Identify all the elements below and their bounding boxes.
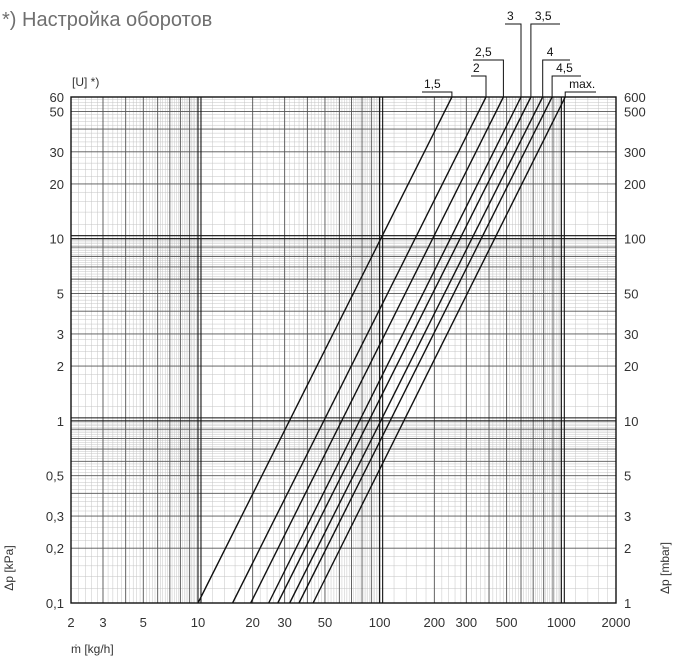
plot-area xyxy=(71,97,616,603)
x-tick-label: 2000 xyxy=(602,615,631,630)
y-axis-label-right: Δp [mbar] xyxy=(658,542,672,594)
x-tick-label: 100 xyxy=(369,615,391,630)
y-tick-label-right: 20 xyxy=(624,359,638,374)
x-tick-label: 500 xyxy=(496,615,518,630)
y-tick-label-right: 5 xyxy=(624,469,631,484)
y-tick-label-right: 300 xyxy=(624,145,646,160)
y-tick-label-left: 30 xyxy=(50,145,64,160)
y-tick-label-right: 600 xyxy=(624,90,646,105)
y-tick-label-left: 0,2 xyxy=(46,541,64,556)
x-tick-label: 5 xyxy=(140,615,147,630)
y-tick-label-right: 100 xyxy=(624,232,646,247)
x-tick-label: 300 xyxy=(455,615,477,630)
chart-title: *) Настройка оборотов xyxy=(2,9,212,31)
y-tick-label-right: 10 xyxy=(624,414,638,429)
y-tick-label-right: 50 xyxy=(624,287,638,302)
left-axis-header: [U] *) xyxy=(72,75,99,89)
curve-label-7: 4,5 xyxy=(556,61,573,75)
y-tick-label-left: 20 xyxy=(50,177,64,192)
curve-labels: 1,5 2 2,5 3 3,5 44,5 max. xyxy=(422,9,596,97)
curve-label-4: 3 xyxy=(507,9,514,23)
curve-label-3: 2,5 xyxy=(475,45,492,59)
x-tick-label: 30 xyxy=(277,615,291,630)
x-tick-label: 1000 xyxy=(547,615,576,630)
y-tick-label-left: 0,3 xyxy=(46,509,64,524)
y-tick-label-left: 60 xyxy=(50,90,64,105)
curve-label-6: 4 xyxy=(547,45,554,59)
y-tick-label-left: 5 xyxy=(57,287,64,302)
x-tick-label: 3 xyxy=(99,615,106,630)
y-tick-label-right: 200 xyxy=(624,177,646,192)
y-tick-label-right: 3 xyxy=(624,509,631,524)
x-axis-label: ṁ [kg/h] xyxy=(71,642,114,656)
y-tick-label-left: 1 xyxy=(57,414,64,429)
curve-label-2: 2 xyxy=(473,61,480,75)
y-tick-label-right: 30 xyxy=(624,327,638,342)
curve-leader-2 xyxy=(471,76,486,97)
x-tick-label: 2 xyxy=(67,615,74,630)
y-tick-label-right: 2 xyxy=(624,541,631,556)
curve-leader-4 xyxy=(505,24,521,97)
x-tick-label: 50 xyxy=(318,615,332,630)
y-tick-label-left: 0,1 xyxy=(46,596,64,611)
x-tick-label: 10 xyxy=(191,615,205,630)
y-tick-label-right: 500 xyxy=(624,104,646,119)
curve-label-5: 3,5 xyxy=(535,9,552,23)
y-tick-label-left: 50 xyxy=(50,104,64,119)
curve-leader-1 xyxy=(422,92,452,97)
curve-label-8: max. xyxy=(569,77,595,91)
curve-label-1: 1,5 xyxy=(424,77,441,91)
y-tick-label-left: 2 xyxy=(57,359,64,374)
y-tick-label-left: 0,5 xyxy=(46,469,64,484)
x-tick-label: 200 xyxy=(423,615,445,630)
y-tick-label-right: 1 xyxy=(624,596,631,611)
curve-leader-8 xyxy=(565,92,596,97)
x-tick-label: 20 xyxy=(245,615,259,630)
y-tick-label-left: 3 xyxy=(57,327,64,342)
y-axis-label-left: Δp [kPa] xyxy=(2,545,16,590)
y-tick-label-left: 10 xyxy=(50,232,64,247)
